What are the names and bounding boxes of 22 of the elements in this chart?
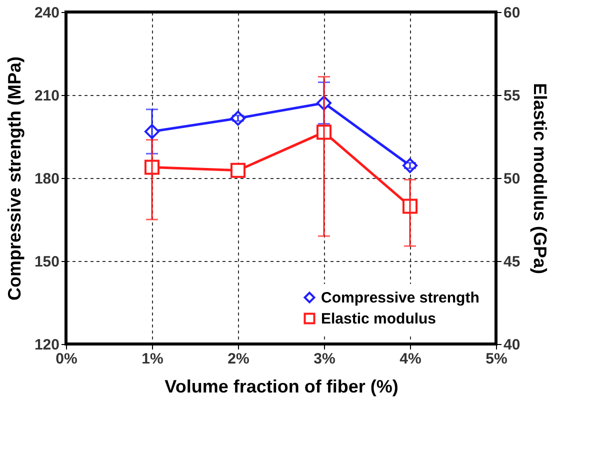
x-tick-label: 1% bbox=[142, 350, 164, 368]
x-tick-label: 3% bbox=[314, 350, 336, 368]
point bbox=[230, 162, 246, 178]
y2-tick-label: 60 bbox=[504, 4, 520, 22]
y-tick-label: 240 bbox=[34, 4, 60, 22]
y2-tick-label: 55 bbox=[504, 88, 520, 104]
y2-tick-label: 45 bbox=[504, 254, 520, 270]
y-tick-label: 120 bbox=[34, 336, 60, 354]
x-tick-label: 2% bbox=[228, 350, 250, 368]
legend-label: Elastic modulus bbox=[321, 310, 436, 328]
y-tick-label: 180 bbox=[34, 170, 60, 188]
legend-label: Compressive strength bbox=[321, 290, 480, 306]
x-axis-title: Volume fraction of fiber (%) bbox=[164, 376, 398, 396]
y2-tick-label: 40 bbox=[504, 336, 520, 354]
x-tick-label: 5% bbox=[486, 350, 508, 368]
x-tick-label: 4% bbox=[400, 350, 422, 368]
y-axis-title: Compressive strength (MPa) bbox=[4, 56, 24, 301]
y2-tick-label: 50 bbox=[504, 170, 520, 188]
y-tick-label: 210 bbox=[34, 88, 60, 104]
y2-axis-title: Elastic modulus (GPa) bbox=[530, 82, 550, 274]
y-tick-label: 150 bbox=[34, 254, 60, 270]
x-tick-label: 0% bbox=[56, 350, 78, 368]
